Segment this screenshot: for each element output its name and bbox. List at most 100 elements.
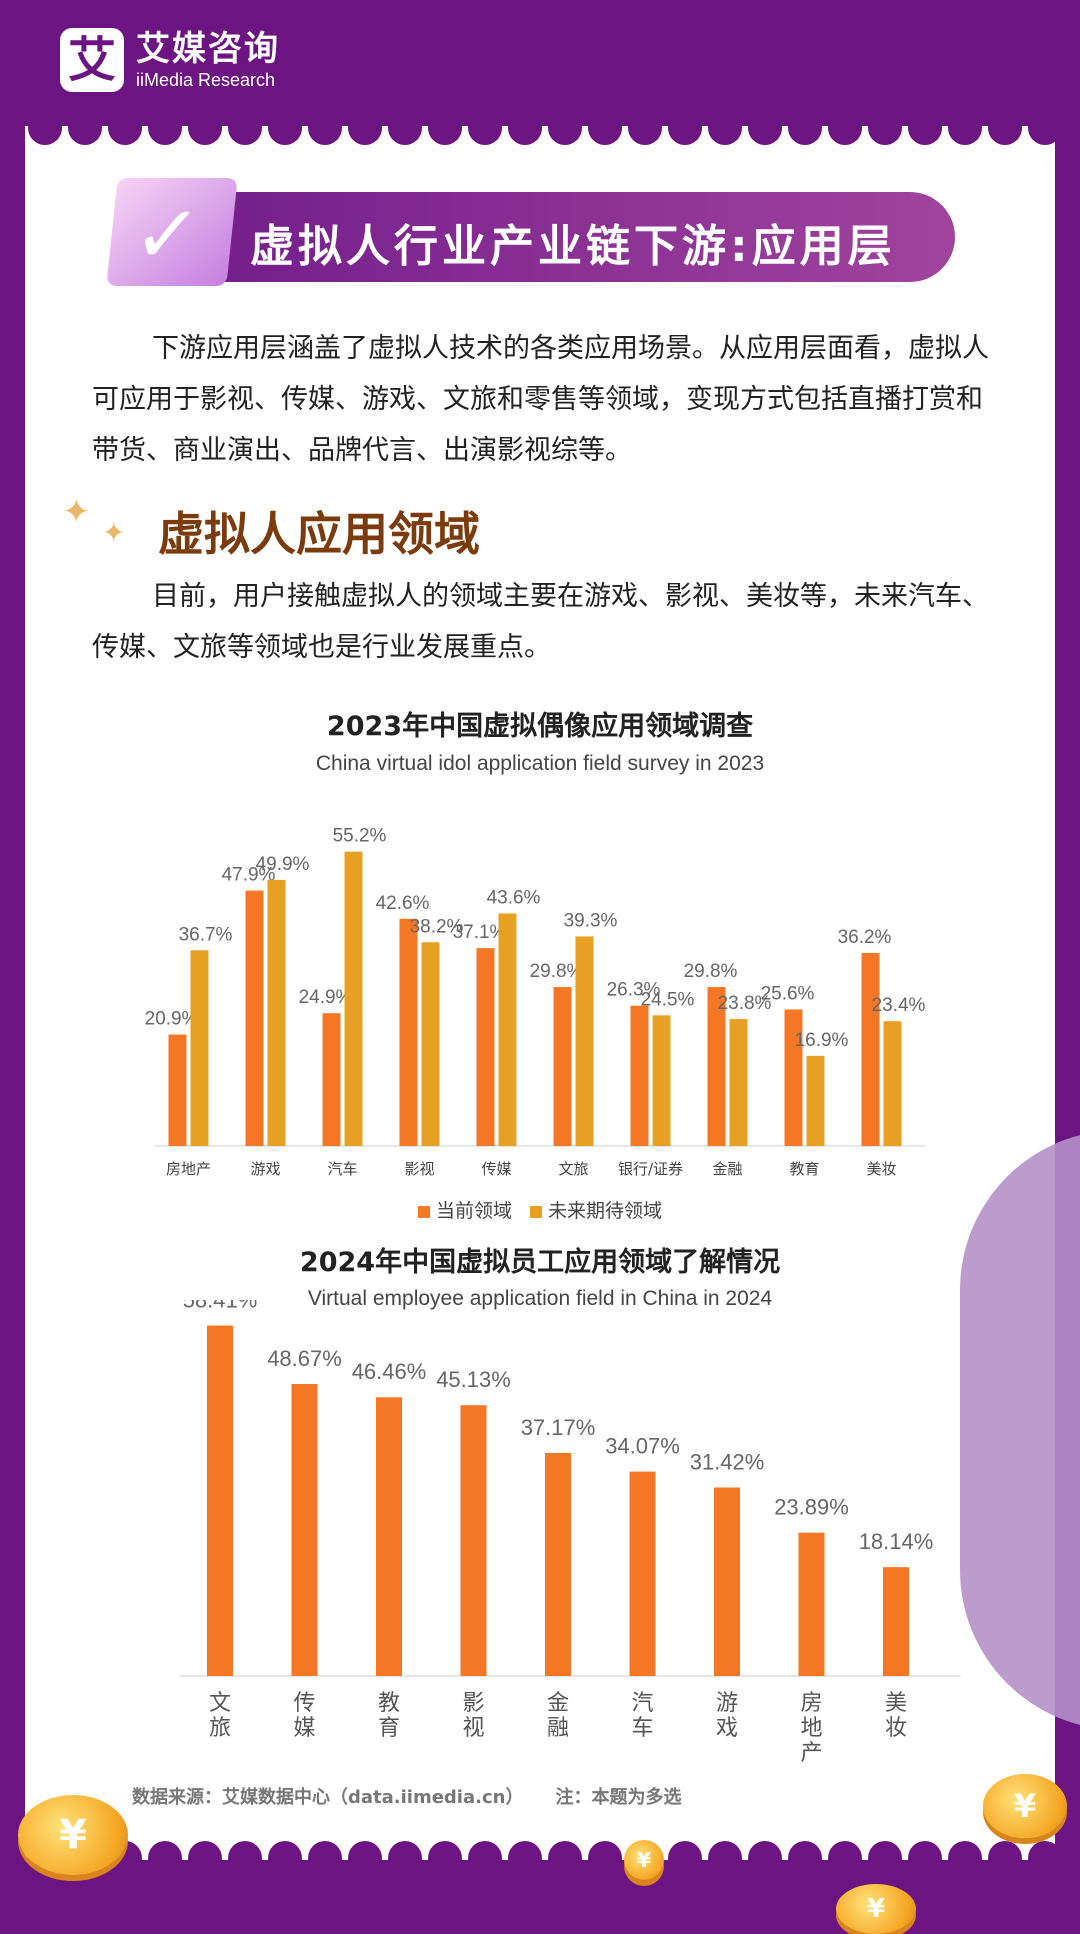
scallop (988, 1841, 1022, 1860)
scallop (548, 126, 582, 145)
scallop (28, 126, 62, 145)
scallop (548, 1841, 582, 1860)
chart1-bar (245, 890, 264, 1146)
chart1-data-label: 42.6% (376, 893, 430, 914)
scallop-top-edge (28, 126, 1055, 145)
chart2-tick-char: 影 (462, 1691, 484, 1716)
legend-swatch (417, 1205, 430, 1218)
scallop (868, 1841, 902, 1860)
chart1-tick-label: 房地产 (166, 1160, 211, 1178)
decorative-blob (960, 1130, 1080, 1730)
chart1-bar (861, 952, 880, 1146)
scallop (948, 126, 982, 145)
scallop (908, 1841, 942, 1860)
chart1-data-label: 20.9% (145, 1009, 199, 1030)
chart2-tick-label: 教育 (378, 1691, 400, 1741)
scallop (228, 126, 262, 145)
chart1-data-label: 24.5% (641, 989, 695, 1010)
chart1-data-label: 24.9% (299, 987, 353, 1008)
chart2-tick-char: 地 (800, 1716, 822, 1741)
chart2-tick-label: 美妆 (885, 1691, 907, 1741)
chart1-bar (806, 1055, 825, 1146)
chart2-tick-char: 文 (209, 1691, 231, 1716)
chart1-data-label: 47.9% (222, 865, 276, 886)
chart2-tick-label: 汽车 (631, 1691, 653, 1741)
chart1-tick-label: 教育 (789, 1160, 819, 1178)
scallop (388, 1841, 422, 1860)
scallop (68, 126, 102, 145)
scallop (788, 1841, 822, 1860)
chart2-bar (545, 1452, 571, 1676)
chart1-bar (784, 1009, 803, 1146)
chart1-data-label: 49.9% (256, 854, 310, 875)
chart1-bar (883, 1021, 902, 1146)
scallop (588, 1841, 622, 1860)
chart1-plot: 20.9% 36.7% 房地产 47.9%49.9% 游戏 24.9% 55.2% 汽车 42.… (145, 826, 926, 1178)
chart1-bar (729, 1019, 748, 1146)
chart2-tick-char: 车 (631, 1716, 653, 1741)
chart2-data-label: 34.07% (605, 1434, 680, 1459)
chart2-tick-char: 媒 (293, 1716, 315, 1741)
chart2-bar (883, 1567, 909, 1676)
scallop (308, 1841, 342, 1860)
chart2-tick-char: 金 (547, 1691, 569, 1716)
coin-icon: ¥ (983, 1774, 1067, 1838)
survey-note: 注：本题为多选 (555, 1787, 682, 1808)
scallop (108, 126, 142, 145)
scallop (588, 126, 622, 145)
scallop (268, 126, 302, 145)
chart1-bar (168, 1034, 187, 1146)
scallop (828, 1841, 862, 1860)
chart2-bar (460, 1405, 487, 1676)
chart2-tick-char: 融 (547, 1716, 569, 1741)
chart2-bar (376, 1397, 402, 1676)
chart1-legend: 当前领域 未来期待领域 (0, 1196, 1080, 1223)
scallop (868, 126, 902, 145)
chart2-data-label: 46.46% (352, 1359, 427, 1384)
chart1-tick-label: 文旅 (558, 1160, 588, 1178)
chart2-data-label: 58.41% (183, 1300, 258, 1313)
chart1-data-label: 26.3% (607, 980, 661, 1001)
chart2-bar (798, 1532, 825, 1676)
title-banner: 虚拟人行业产业链下游:应用层 (125, 192, 955, 282)
legend-swatch (530, 1205, 543, 1218)
chart1-tick-label: 汽车 (327, 1160, 357, 1178)
scallop (148, 1841, 182, 1860)
scallop (268, 1841, 302, 1860)
chart1-bar (190, 950, 209, 1146)
scallop (668, 126, 702, 145)
chart2-tick-label: 房地产 (800, 1691, 822, 1766)
coin-icon: ¥ (18, 1795, 128, 1875)
coin-icon: ¥ (836, 1884, 916, 1934)
chart1-data-label: 29.8% (684, 961, 738, 982)
sparkle-icon: ✦ (62, 492, 91, 532)
scallop (1028, 1841, 1055, 1860)
chart1-bar (421, 942, 440, 1146)
chart2-data-label: 37.17% (521, 1415, 596, 1440)
scallop (428, 126, 462, 145)
chart1-tick-label: 美妆 (866, 1160, 896, 1178)
scallop (708, 1841, 742, 1860)
chart2-data-label: 48.67% (267, 1346, 342, 1371)
chart1-data-label: 36.2% (838, 927, 892, 948)
chart1-title: 2023年中国虚拟偶像应用领域调查 (326, 711, 754, 742)
chart1-data-label: 38.2% (410, 916, 464, 937)
brand-logo: 艾 艾媒咨询 iiMedia Research (60, 28, 280, 92)
scallop (388, 126, 422, 145)
scallop (708, 126, 742, 145)
chart1-tick-label: 影视 (404, 1160, 434, 1178)
chart2-plot: 58.41% 文旅 48.67% 传媒 46.46% 教育 45.13% 影视 37.17% 金融… (180, 1300, 961, 1766)
chart2-tick-char: 视 (462, 1716, 484, 1741)
chart1-bar (575, 936, 594, 1146)
chart2-tick-label: 传媒 (293, 1691, 315, 1741)
chart1-bar (707, 987, 726, 1146)
chart2-bar (291, 1383, 318, 1676)
scallop (1028, 126, 1055, 145)
chart1-data-label: 25.6% (761, 983, 815, 1004)
scallop (468, 1841, 502, 1860)
checkmark-icon: ✓ (106, 178, 238, 286)
chart2-tick-label: 文旅 (209, 1691, 231, 1741)
chart1-data-label: 43.6% (487, 887, 541, 908)
chart2-tick-char: 传 (293, 1691, 315, 1716)
chart1-tick-label: 银行/证券 (618, 1160, 683, 1178)
